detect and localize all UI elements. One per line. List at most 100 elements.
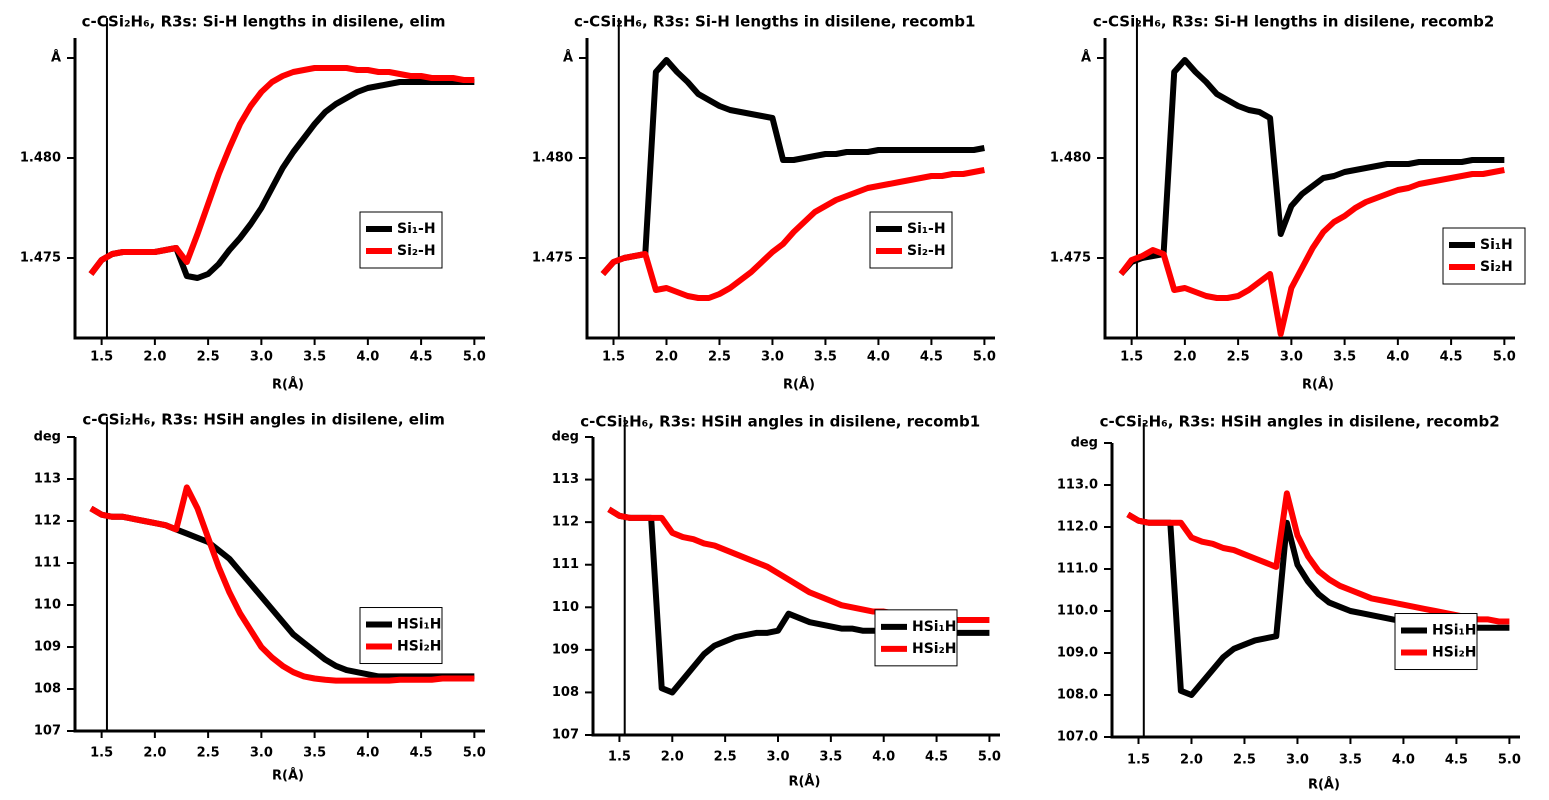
y-tick-label: 110 xyxy=(552,600,579,615)
legend-box xyxy=(359,607,443,665)
x-tick-label: 5.0 xyxy=(1493,350,1516,365)
x-axis-label: R(Å) xyxy=(788,774,820,790)
x-axis-label: R(Å) xyxy=(1302,377,1334,393)
y-tick-label: 108 xyxy=(34,682,61,697)
y-tick-label: 110 xyxy=(34,598,61,613)
x-tick-label: 2.0 xyxy=(1173,350,1196,365)
x-tick-label: 3.5 xyxy=(1333,350,1356,365)
y-tick-label: 107 xyxy=(552,728,579,743)
y-tick-label: 113 xyxy=(552,472,579,487)
y-tick-label: 112 xyxy=(34,514,61,529)
legend-label: Si₂-H xyxy=(907,243,946,259)
legend: Si₁-H Si₂-H xyxy=(359,211,443,269)
y-tick-label: 107.0 xyxy=(1057,730,1098,745)
x-tick-label: 4.5 xyxy=(1440,350,1463,365)
y-tick-label: deg xyxy=(34,430,61,445)
data-line xyxy=(1118,57,1505,276)
y-tick-label: 108.0 xyxy=(1057,688,1098,703)
x-tick-label: 2.0 xyxy=(143,350,166,365)
legend: HSi₁H HSi₂H xyxy=(1394,613,1478,671)
chart-title: c-CSi₂H₆, R3s: Si-H lengths in disilene,… xyxy=(82,13,446,31)
y-tick-label: Å xyxy=(563,50,573,66)
y-tick-label: 107 xyxy=(34,724,61,739)
legend-label: Si₁-H xyxy=(907,221,946,237)
y-tick-label: 109.0 xyxy=(1057,646,1098,661)
y-tick-label: 1.475 xyxy=(532,251,573,266)
chart-title: c-CSi₂H₆, R3s: Si-H lengths in disilene,… xyxy=(1093,13,1494,31)
x-tick-label: 3.5 xyxy=(1339,753,1362,768)
legend-label: Si₁H xyxy=(1480,237,1513,253)
x-tick-label: 4.0 xyxy=(356,746,379,761)
x-tick-label: 3.0 xyxy=(1280,350,1303,365)
x-tick-label: 4.5 xyxy=(410,350,433,365)
data-line xyxy=(1126,490,1510,625)
x-axis-label: R(Å) xyxy=(272,768,304,784)
x-axis-label: R(Å) xyxy=(783,377,815,393)
y-tick-label: 1.475 xyxy=(20,251,61,266)
x-tick-label: 2.5 xyxy=(197,350,220,365)
x-tick-label: 4.0 xyxy=(867,350,890,365)
x-tick-label: 3.0 xyxy=(1286,753,1309,768)
legend-label: Si₂-H xyxy=(397,243,436,259)
data-line xyxy=(607,506,990,624)
x-axis-label: R(Å) xyxy=(1308,777,1340,793)
y-tick-label: 112 xyxy=(552,515,579,530)
x-axis-label: R(Å) xyxy=(272,377,304,393)
y-tick-label: 110.0 xyxy=(1057,604,1098,619)
y-tick-label: Å xyxy=(1081,50,1091,66)
legend-box xyxy=(1394,613,1478,671)
legend: HSi₁H HSi₂H xyxy=(359,607,443,665)
x-tick-label: 1.5 xyxy=(90,746,113,761)
legend-box xyxy=(874,609,958,667)
y-tick-label: 111 xyxy=(552,557,579,572)
x-tick-label: 2.0 xyxy=(143,746,166,761)
chart-title: c-CSi₂H₆, R3s: Si-H lengths in disilene,… xyxy=(574,13,975,31)
x-tick-label: 3.0 xyxy=(250,746,273,761)
x-tick-label: 2.5 xyxy=(714,750,737,765)
x-tick-label: 5.0 xyxy=(978,750,1001,765)
legend-label: HSi₁H xyxy=(397,617,441,633)
legend: HSi₁H HSi₂H xyxy=(874,609,958,667)
x-tick-label: 2.5 xyxy=(1227,350,1250,365)
legend-label: Si₂H xyxy=(1480,259,1513,275)
chart-title: c-CSi₂H₆, R3s: HSiH angles in disilene, … xyxy=(82,411,445,429)
x-tick-label: 4.5 xyxy=(920,350,943,365)
x-tick-label: 3.5 xyxy=(303,350,326,365)
y-tick-label: 1.480 xyxy=(20,151,61,166)
x-tick-label: 1.5 xyxy=(608,750,631,765)
y-tick-label: Å xyxy=(51,50,61,66)
legend-label: HSi₂H xyxy=(912,641,956,657)
y-tick-label: 1.480 xyxy=(1050,151,1091,166)
x-tick-label: 5.0 xyxy=(1498,753,1521,768)
x-tick-label: 1.5 xyxy=(1127,753,1150,768)
x-tick-label: 2.0 xyxy=(661,750,684,765)
data-line xyxy=(89,484,475,684)
x-tick-label: 3.5 xyxy=(303,746,326,761)
data-line xyxy=(600,167,985,301)
y-tick-label: deg xyxy=(1071,436,1098,451)
x-tick-label: 2.5 xyxy=(197,746,220,761)
x-tick-label: 1.5 xyxy=(90,350,113,365)
x-tick-label: 2.5 xyxy=(708,350,731,365)
x-tick-label: 4.0 xyxy=(1392,753,1415,768)
x-tick-label: 4.5 xyxy=(1445,753,1468,768)
legend: Si₁H Si₂H xyxy=(1442,227,1526,285)
x-tick-label: 4.5 xyxy=(925,750,948,765)
legend-box xyxy=(1442,227,1526,285)
legend-label: HSi₁H xyxy=(912,619,956,635)
y-tick-label: 113.0 xyxy=(1057,478,1098,493)
legend: Si₁-H Si₂-H xyxy=(869,211,953,269)
x-tick-label: 4.0 xyxy=(872,750,895,765)
y-tick-label: 111 xyxy=(34,556,61,571)
legend-label: Si₁-H xyxy=(397,221,436,237)
x-tick-label: 5.0 xyxy=(973,350,996,365)
chart-title: c-CSi₂H₆, R3s: HSiH angles in disilene, … xyxy=(580,413,980,431)
data-line xyxy=(88,65,475,276)
y-tick-label: 1.480 xyxy=(532,151,573,166)
x-tick-label: 3.0 xyxy=(761,350,784,365)
y-tick-label: 113 xyxy=(34,472,61,487)
chart-title: c-CSi₂H₆, R3s: HSiH angles in disilene, … xyxy=(1100,413,1500,431)
legend-label: HSi₁H xyxy=(1432,623,1476,639)
x-tick-label: 1.5 xyxy=(602,350,625,365)
